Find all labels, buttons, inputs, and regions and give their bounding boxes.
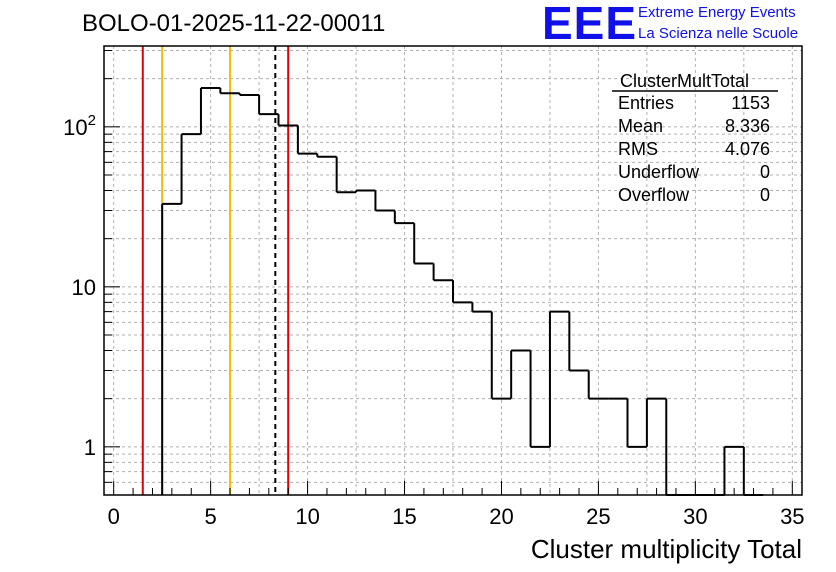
stats-value: 8.336 [724,116,770,136]
x-tick-label: 20 [489,504,513,529]
stats-label: Entries [618,93,675,113]
eee-logo: EEE [542,0,638,49]
x-tick-label: 30 [683,504,707,529]
histogram-series [161,86,764,496]
stats-label: Overflow [618,185,690,205]
x-tick-label: 25 [586,504,610,529]
x-axis-label: Cluster multiplicity Total [530,534,802,564]
stats-label: RMS [618,139,658,159]
y-tick-label: 10 [72,275,96,300]
stats-box-title: ClusterMultTotal [620,71,750,91]
x-tick-label: 10 [295,504,319,529]
y-tick-label: 1 [84,435,96,460]
logo-subtitle-1: Extreme Energy Events [638,4,796,21]
x-tick-label: 15 [392,504,416,529]
stats-value: 1153 [731,93,770,113]
x-tick-label: 35 [780,504,804,529]
stats-label: Underflow [618,162,700,182]
stats-value: 0 [759,185,770,205]
stats-value: 4.076 [724,139,770,159]
stats-value: 0 [759,162,770,182]
stats-label: Mean [618,116,664,136]
plot-frame [103,45,803,496]
logo-subtitle-2: La Scienza nelle Scuole [638,25,799,42]
y-tick-label: 102 [63,112,96,140]
x-tick-label: 5 [205,504,217,529]
x-tick-label: 0 [108,504,120,529]
chart-title: BOLO-01-2025-11-22-00011 [82,10,386,37]
